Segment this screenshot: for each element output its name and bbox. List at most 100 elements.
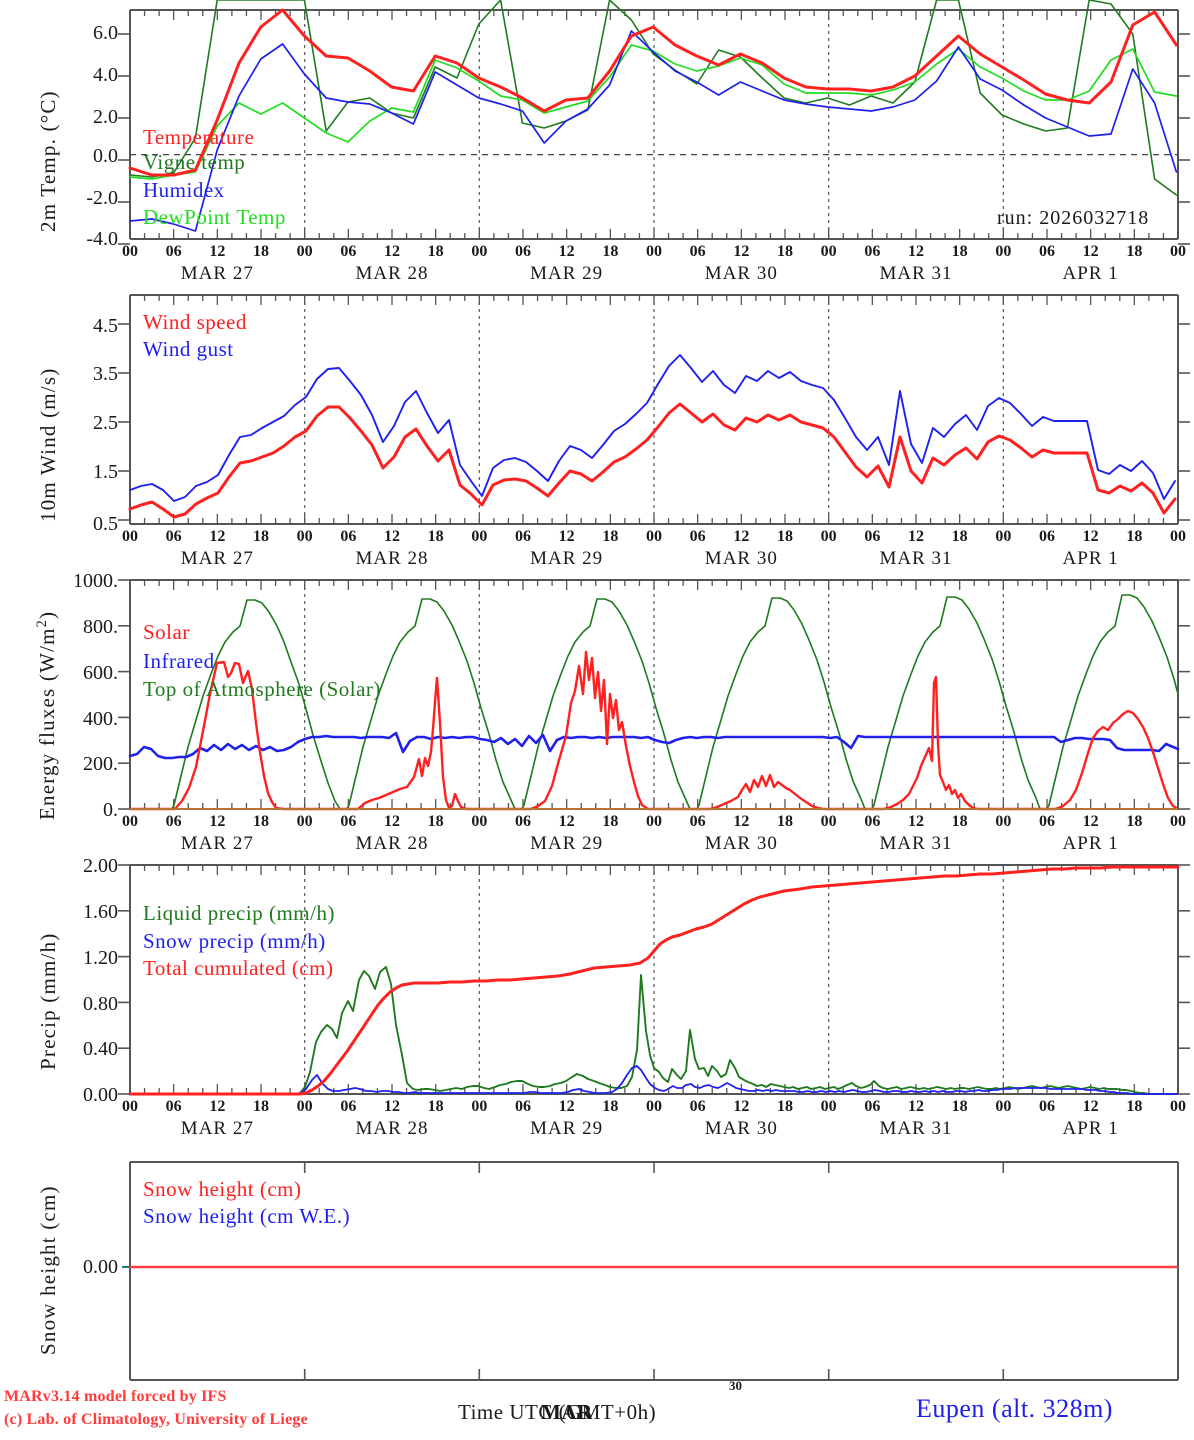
ytick-temp-2: 2.0	[93, 106, 118, 128]
x-hour-tick-label: 18	[1126, 243, 1143, 260]
legend-snow-precip: Snow precip (mm/h)	[143, 929, 326, 953]
x-hour-tick-label: 18	[602, 243, 619, 260]
temperature-series	[128, 0, 1178, 232]
x-hour-tick-label: 06	[689, 243, 706, 260]
x-hour-tick-label: 06	[689, 813, 706, 830]
x-hour-tick-label: 00	[296, 1098, 313, 1115]
series-temperature	[128, 8, 1178, 177]
x-axis-caption: Time UTC (GMT+0h)	[458, 1400, 657, 1424]
ytick-energy-4: 200.	[83, 753, 118, 775]
model-credit-line2: (c) Lab. of Climatology, University of L…	[4, 1411, 308, 1428]
legend-snow-height-we: Snow height (cm W.E.)	[143, 1204, 351, 1228]
x-day-label: MAR 31	[879, 263, 953, 284]
wind-y-axis-title: 10m Wind (m/s)	[36, 367, 60, 522]
energy-fluxes-plot	[118, 579, 1190, 811]
ytick-precip-3: 0.80	[83, 993, 118, 1015]
series-dewpoint-temp	[129, 44, 1178, 180]
temperature-ticks	[129, 10, 1179, 239]
x-hour-tick-label: 18	[951, 243, 968, 260]
legend-wind-gust: Wind gust	[143, 337, 234, 361]
ytick-temp-5: -4.0	[86, 228, 118, 250]
x-hour-tick-label: 00	[995, 243, 1012, 260]
ytick-precip-4: 0.40	[83, 1038, 118, 1060]
x-day-label: MAR 28	[355, 548, 429, 569]
x-hour-tick-label: 18	[1126, 813, 1143, 830]
energy-daygrid	[304, 580, 1004, 809]
x-hour-tick-label: 12	[1082, 243, 1099, 260]
x-day-label: MAR 27	[180, 833, 254, 854]
x-hour-tick-label: 00	[122, 1098, 138, 1115]
x-hour-tick-label: 12	[384, 243, 400, 260]
x-hour-tick-label: 12	[1082, 1098, 1099, 1115]
x-hour-tick-label: 18	[427, 813, 444, 830]
x-hour-tick-label: 00	[820, 528, 837, 545]
x-hour-tick-label: 18	[253, 1098, 269, 1115]
legend-total-cumulated: Total cumulated (cm)	[143, 956, 334, 980]
ytick-wind-4: 0.5	[93, 513, 118, 535]
snow-height-plot	[122, 1161, 1179, 1381]
x-hour-tick-label: 12	[1082, 813, 1099, 830]
precip-series	[128, 865, 1180, 1096]
x-day-label: MAR 28	[355, 263, 429, 284]
snow-day-ticks	[303, 1162, 1005, 1380]
x-day-label: MAR 27	[180, 263, 254, 284]
x-day-label: MAR 29	[530, 548, 604, 569]
panel-precip: Precip (mm/h) Liquid precip (mm/h) Snow …	[0, 855, 1194, 1140]
x-hour-tick-label: 18	[777, 243, 793, 260]
x-hour-tick-label: 00	[471, 243, 488, 260]
x-hour-tick-label: 12	[558, 1098, 575, 1115]
legend-snow-height: Snow height (cm)	[143, 1177, 302, 1201]
precip-plot	[118, 864, 1190, 1096]
ytick-energy-0: 1000.	[73, 570, 118, 592]
x-hour-tick-label: 18	[602, 1098, 619, 1115]
x-hour-tick-label: 06	[165, 813, 182, 830]
legend-top-of-atmosphere: Top of Atmosphere (Solar)	[143, 677, 381, 701]
x-hour-tick-label: 00	[122, 813, 138, 830]
x-hour-tick-label: 18	[427, 1098, 444, 1115]
x-hour-tick-label: 00	[646, 243, 662, 260]
panel-snow-height: Snow height (cm) Snow height (cm) Snow h…	[0, 1140, 1194, 1385]
x-hour-tick-label: 12	[209, 528, 226, 545]
x-hour-tick-label: 12	[558, 528, 575, 545]
x-hour-tick-label: 00	[820, 1098, 837, 1115]
x-hour-tick-label: 06	[864, 528, 881, 545]
series-total-cumulated	[128, 865, 1180, 1096]
wind-plot	[118, 294, 1190, 525]
ytick-temp-1: 4.0	[93, 64, 118, 86]
x-day-label: MAR 28	[355, 1118, 429, 1139]
ytick-wind-3: 1.5	[93, 461, 118, 483]
x-day-label: APR 1	[1062, 263, 1119, 284]
x-hour-tick-label: 00	[995, 528, 1012, 545]
x-hour-tick-label: 00	[122, 528, 138, 545]
x-hour-tick-label: 00	[1170, 243, 1186, 260]
x-day-label: MAR 31	[879, 1118, 953, 1139]
x-hour-tick-label: 00	[995, 813, 1012, 830]
x-hour-tick-label: 18	[427, 528, 444, 545]
x-day-label: MAR 30	[704, 263, 778, 284]
x-hour-tick-label: 06	[864, 813, 881, 830]
legend-liquid-precip: Liquid precip (mm/h)	[143, 901, 335, 925]
x-hour-tick-label: 18	[253, 813, 269, 830]
x-day-label: MAR 29	[530, 263, 604, 284]
x-day-label: MAR 29	[530, 833, 604, 854]
x-day-label: APR 1	[1062, 548, 1119, 569]
x-hour-tick-label: 12	[558, 243, 575, 260]
wind-series	[128, 354, 1177, 519]
x-hour-tick-label: 00	[646, 813, 662, 830]
x-hour-tick-label: 12	[209, 243, 226, 260]
x-day-label: MAR 27	[180, 548, 254, 569]
x-hour-tick-label: 12	[384, 813, 400, 830]
x-hour-tick-label: 12	[908, 813, 924, 830]
x-day-label: MAR 28	[355, 833, 429, 854]
series-infrared	[128, 731, 1180, 760]
x-hour-tick-label: 12	[733, 813, 750, 830]
ytick-precip-5: 0.00	[83, 1084, 118, 1106]
model-credit-line1: MARv3.14 model forced by IFS	[4, 1388, 227, 1405]
x-hour-tick-label: 06	[340, 243, 357, 260]
x-hour-tick-label: 12	[1082, 528, 1099, 545]
x-hour-tick-label: 06	[165, 528, 182, 545]
legend-wind-speed: Wind speed	[143, 310, 247, 334]
legend-dewpoint-temp: DewPoint Temp	[143, 205, 286, 229]
x-hour-tick-label: 12	[733, 528, 750, 545]
legend-temperature: Temperature	[143, 125, 255, 149]
